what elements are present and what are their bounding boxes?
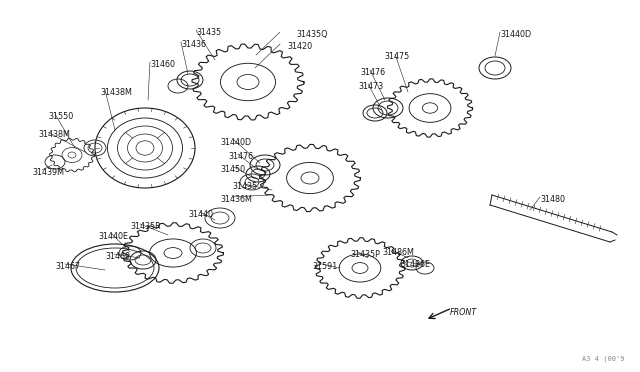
Text: 31476: 31476: [228, 152, 253, 161]
Text: 31439M: 31439M: [32, 168, 64, 177]
Text: 31450: 31450: [220, 165, 245, 174]
Text: 31460: 31460: [150, 60, 175, 69]
Text: 31436M: 31436M: [220, 195, 252, 204]
Text: 31475: 31475: [384, 52, 409, 61]
Text: 31480: 31480: [540, 195, 565, 204]
Text: 31436: 31436: [181, 40, 206, 49]
Text: A3 4 (00'9: A3 4 (00'9: [582, 356, 625, 362]
Text: 31435R: 31435R: [130, 222, 161, 231]
Text: 31486M: 31486M: [382, 248, 414, 257]
Text: 31435: 31435: [196, 28, 221, 37]
Text: 31440: 31440: [188, 210, 213, 219]
Text: 31440D: 31440D: [500, 30, 531, 39]
Text: 31467: 31467: [55, 262, 80, 271]
Text: 31435Q: 31435Q: [296, 30, 328, 39]
Text: 31473: 31473: [358, 82, 383, 91]
Text: 31435: 31435: [232, 182, 257, 191]
Text: 31438M: 31438M: [100, 88, 132, 97]
Text: 31550: 31550: [48, 112, 73, 121]
Text: 31435P: 31435P: [350, 250, 380, 259]
Text: 31591: 31591: [312, 262, 337, 271]
Text: 31420: 31420: [287, 42, 312, 51]
Text: 31438M: 31438M: [38, 130, 70, 139]
Text: 31440E: 31440E: [98, 232, 128, 241]
Text: 31486E: 31486E: [400, 260, 430, 269]
Text: 31440D: 31440D: [220, 138, 251, 147]
Text: 31476: 31476: [360, 68, 385, 77]
Text: FRONT: FRONT: [450, 308, 477, 317]
Text: 31469: 31469: [105, 252, 130, 261]
